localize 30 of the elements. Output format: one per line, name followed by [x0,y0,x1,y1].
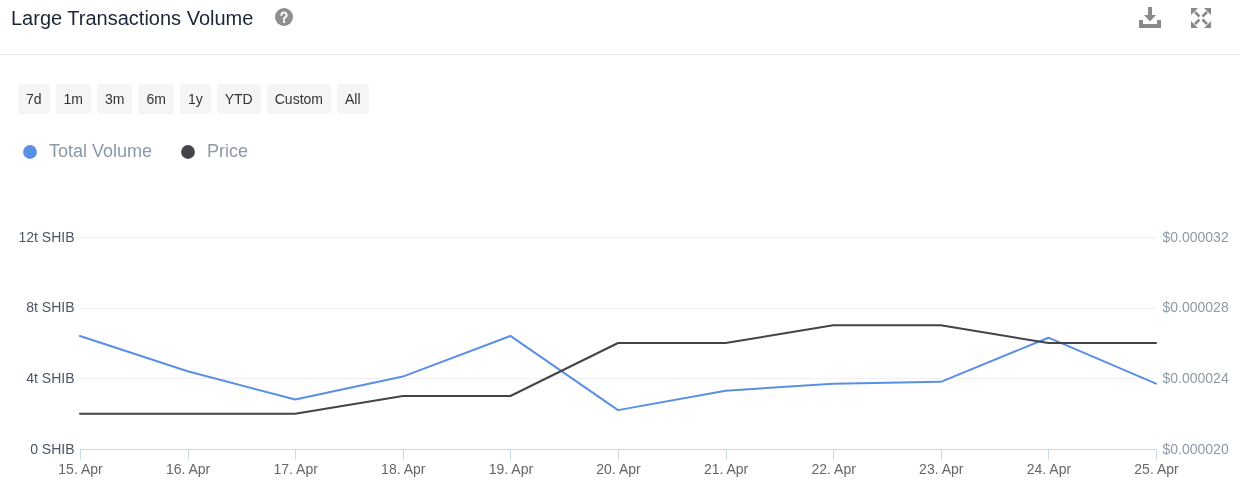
y2-tick-label: $0.000032 [1162,228,1229,245]
chart-title: Large Transactions Volume [11,6,254,30]
time-range-button: YTD [216,84,261,114]
legend-label: Total Volume [49,141,153,161]
y-tick-label: 8t SHIB [26,299,75,316]
y-tick-label: 12t SHIB [18,228,75,245]
y-tick-label: 0 SHIB [30,440,75,457]
time-range-button: 6m [138,84,174,114]
y2-tick-label: $0.000028 [1162,299,1229,316]
x-tick-label: 24. Apr [1026,460,1072,477]
x-tick-label: 20. Apr [596,460,642,477]
time-range-button: All [336,84,369,114]
y-tick-label: 4t SHIB [26,369,75,386]
x-tick-label: 15. Apr [58,460,104,477]
x-tick-label: 17. Apr [273,460,319,477]
y2-tick-label: $0.000024 [1162,369,1229,386]
x-tick-label: 23. Apr [919,460,964,477]
time-range-button: 1y [179,84,211,114]
time-range-button: 7d [18,84,50,114]
x-tick-label: 16. Apr [165,460,211,477]
x-tick-label: 21. Apr [703,460,749,477]
time-range-button: 1m [55,84,92,114]
x-tick-label: 18. Apr [381,460,426,477]
time-range-button: 3m [97,84,133,114]
x-tick-label: 19. Apr [488,460,534,477]
time-range-button: Custom [266,84,331,114]
x-tick-label: 22. Apr [811,460,857,477]
x-tick-label: 25. Apr [1134,460,1180,477]
y2-tick-label: $0.000020 [1162,440,1229,457]
legend-label: Price [207,141,249,161]
